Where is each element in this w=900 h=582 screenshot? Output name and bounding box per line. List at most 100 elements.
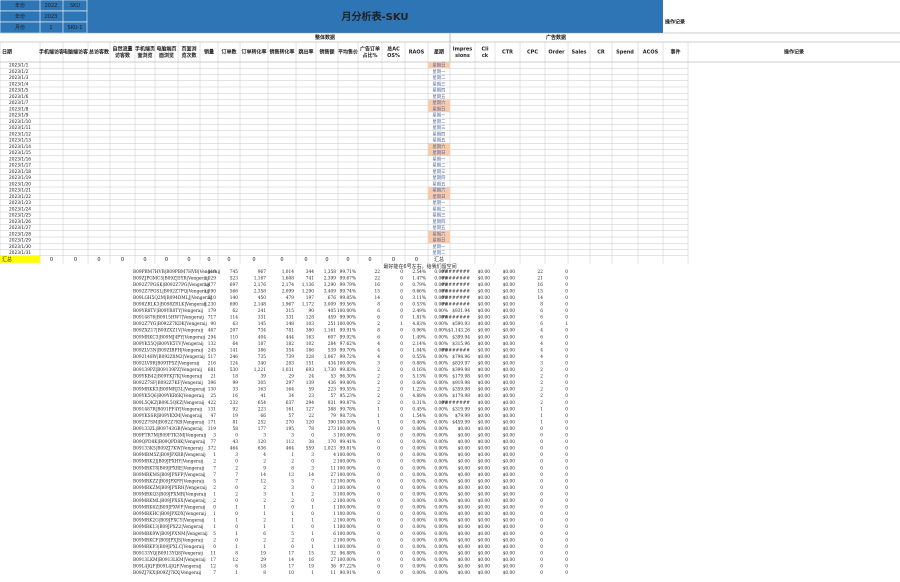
weekday-cell: 星期三 bbox=[433, 213, 447, 219]
data-cell: $839.97 bbox=[452, 361, 470, 366]
data-cell: $0.00 bbox=[478, 289, 491, 294]
weekend-fill bbox=[428, 105, 450, 112]
data-cell: 1.81% bbox=[412, 316, 426, 321]
summary-value: 0 bbox=[227, 257, 230, 263]
sku-cell: B09MRK13|B09JPXZ2|Vengeraij bbox=[133, 525, 204, 530]
data-cell: $0.00 bbox=[478, 506, 491, 511]
summary-value: 0 bbox=[392, 257, 395, 263]
data-cell: 27 bbox=[331, 558, 337, 563]
data-cell: 141 bbox=[230, 348, 238, 353]
column-header: 总AC OS% bbox=[387, 45, 400, 59]
column-header: 销售转化率 bbox=[269, 49, 294, 56]
data-cell: $0.00 bbox=[503, 309, 516, 314]
data-cell: 2 bbox=[540, 394, 543, 399]
data-cell: 8 bbox=[377, 303, 380, 308]
page-title: 月分析表-SKU bbox=[340, 10, 408, 23]
data-cell: $0.00 bbox=[478, 538, 491, 543]
data-cell: 102 bbox=[306, 342, 314, 347]
data-cell: 0 bbox=[565, 414, 568, 419]
year-value: 2022 bbox=[45, 3, 58, 9]
data-cell: 124 bbox=[230, 361, 238, 366]
data-cell: 145 bbox=[258, 322, 266, 327]
data-cell: 11 bbox=[331, 571, 337, 576]
data-cell: 1,023 bbox=[324, 447, 337, 452]
data-cell: 0.00% bbox=[434, 512, 448, 517]
data-cell: 187 bbox=[258, 342, 266, 347]
data-cell: 34 bbox=[289, 394, 295, 399]
data-cell: 0 bbox=[377, 506, 380, 511]
data-cell: 0 bbox=[213, 545, 216, 550]
sku-cell: B09MRKC3|B09MJ4PY|Vengeraij bbox=[133, 335, 205, 340]
date-cell: 2023/1/5 bbox=[9, 88, 29, 94]
data-cell: $0.00 bbox=[503, 434, 516, 439]
data-cell: 163 bbox=[258, 388, 266, 393]
data-cell: 16 bbox=[233, 394, 239, 399]
sku-cell: B09MRKCF|B09JPXJS|Vengeraij bbox=[133, 538, 203, 543]
column-header: RAOS bbox=[409, 50, 425, 56]
data-cell: 0 bbox=[311, 460, 314, 465]
data-cell: 21 bbox=[538, 276, 544, 281]
data-cell: 0 bbox=[400, 565, 403, 570]
data-cell: 354 bbox=[286, 348, 294, 353]
data-cell: 0 bbox=[400, 394, 403, 399]
data-cell: 3,290 bbox=[324, 283, 337, 288]
data-cell: 0 bbox=[565, 342, 568, 347]
data-cell: 0 bbox=[540, 558, 543, 563]
data-cell: 0.00% bbox=[434, 499, 448, 504]
data-cell: ######## bbox=[441, 283, 470, 288]
weekday-cell: 星期五 bbox=[433, 94, 447, 100]
data-cell: 15 bbox=[538, 289, 544, 294]
data-cell: 0.00% bbox=[434, 447, 448, 452]
data-cell: 100.00% bbox=[337, 322, 356, 327]
data-cell: 17 bbox=[211, 558, 217, 563]
date-cell: 2023/1/4 bbox=[9, 81, 29, 87]
data-cell: 1,167 bbox=[254, 276, 267, 281]
data-cell: 4 bbox=[540, 329, 543, 334]
note: 最好能在6号左右，给我们留空间 bbox=[383, 263, 456, 270]
data-cell: $0.00 bbox=[478, 270, 491, 275]
data-cell: 0 bbox=[291, 506, 294, 511]
data-cell: 0 bbox=[400, 289, 403, 294]
summary-fill bbox=[0, 255, 40, 263]
summary-weekday: 汇总 bbox=[434, 256, 444, 263]
data-cell: $459.99 bbox=[452, 420, 470, 425]
data-cell: 0 bbox=[400, 460, 403, 465]
data-cell: $0.00 bbox=[503, 388, 516, 393]
data-cell: $0.00 bbox=[503, 381, 516, 386]
data-cell: 0 bbox=[540, 486, 543, 491]
data-cell: 523 bbox=[230, 276, 238, 281]
data-cell: 1,290 bbox=[302, 289, 315, 294]
data-cell: $0.00 bbox=[503, 440, 516, 445]
data-cell: 16 bbox=[538, 283, 544, 288]
data-cell: 8 bbox=[377, 329, 380, 334]
data-cell: 404 bbox=[258, 335, 266, 340]
data-cell: 128 bbox=[306, 316, 314, 321]
data-cell: 0 bbox=[540, 479, 543, 484]
data-cell: 0 bbox=[377, 427, 380, 432]
data-cell: $359.98 bbox=[452, 388, 470, 393]
data-cell: 0 bbox=[400, 447, 403, 452]
data-cell: $0.00 bbox=[478, 512, 491, 517]
weekend-fill bbox=[428, 143, 450, 150]
data-cell: 1,608 bbox=[282, 276, 295, 281]
data-cell: $0.00 bbox=[478, 440, 491, 445]
data-cell: 0 bbox=[400, 375, 403, 380]
summary-value: 0 bbox=[74, 257, 77, 263]
data-cell: 0.00% bbox=[412, 538, 426, 543]
data-cell: $0.00 bbox=[458, 525, 471, 530]
data-cell: 2,176 bbox=[254, 283, 267, 288]
summary-value: 0 bbox=[368, 257, 371, 263]
data-cell: 0 bbox=[400, 427, 403, 432]
data-cell: ######## bbox=[441, 296, 470, 301]
data-cell: 4.88% bbox=[412, 394, 426, 399]
data-cell: 0 bbox=[400, 551, 403, 556]
weekday-cell: 星期日 bbox=[433, 194, 446, 200]
date-cell: 2023/1/25 bbox=[9, 213, 31, 219]
sku-cell: B0914876|B0915HW7|Vengeraij bbox=[133, 316, 204, 321]
sku-cell: B09MRKQ3|B09JPXMR|Vengeraij bbox=[133, 492, 206, 497]
data-cell: 0 bbox=[400, 388, 403, 393]
data-cell: 140 bbox=[230, 296, 238, 301]
data-cell: 100.00% bbox=[337, 473, 356, 478]
data-cell: 331 bbox=[286, 316, 294, 321]
data-cell: 697 bbox=[230, 283, 238, 288]
